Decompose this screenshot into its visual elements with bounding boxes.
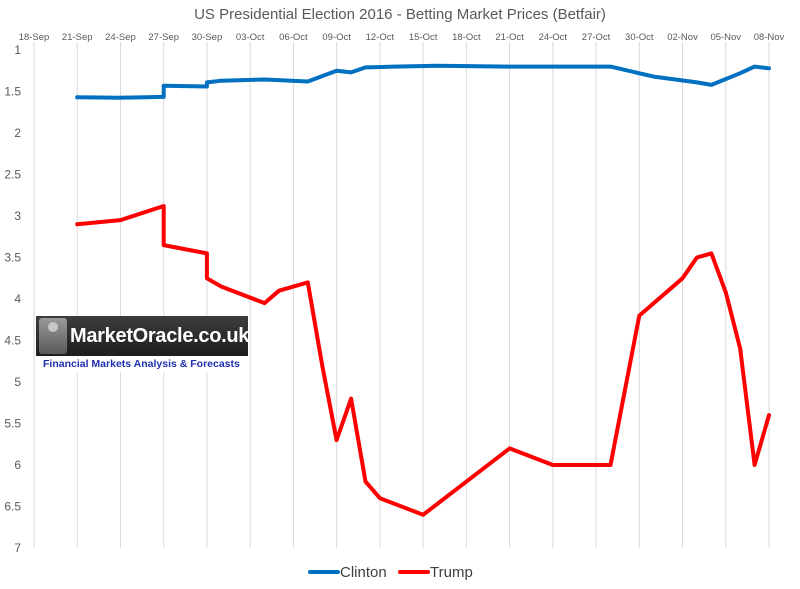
y-axis-tick-labels: 1 1.5 2 2.5 3 3.5 4 4.5 5 5.5 6 6.5 7 (4, 43, 21, 555)
logo-banner (36, 316, 248, 356)
y-tick-label: 1 (14, 43, 21, 57)
x-tick-label: 27-Sep (148, 32, 179, 43)
logo-tagline: Financial Markets Analysis & Forecasts (43, 358, 240, 370)
y-tick-label: 5.5 (4, 417, 21, 431)
y-tick-label: 3 (14, 209, 21, 223)
x-tick-label: 12-Oct (366, 32, 395, 43)
thinker-statue-icon (39, 318, 67, 354)
legend-label-trump: Trump (430, 564, 473, 581)
y-tick-label: 1.5 (4, 85, 21, 99)
series-lines (75, 63, 771, 517)
y-tick-label: 4.5 (4, 334, 21, 348)
y-tick-label: 5 (14, 375, 21, 389)
x-tick-label: 24-Sep (105, 32, 136, 43)
x-tick-label: 30-Oct (625, 32, 654, 43)
y-tick-label: 4 (14, 292, 21, 306)
y-tick-label: 7 (14, 541, 21, 555)
x-tick-label: 09-Oct (322, 32, 351, 43)
series-line-clinton (75, 63, 771, 100)
y-tick-label: 3.5 (4, 251, 21, 265)
x-tick-label: 21-Oct (495, 32, 524, 43)
x-axis-tick-labels: 18-Sep 21-Sep 24-Sep 27-Sep 30-Sep 03-Oct 06-O… (19, 32, 785, 43)
x-tick-label: 05-Nov (710, 32, 741, 43)
y-tick-label: 2.5 (4, 168, 21, 182)
y-tick-label: 6.5 (4, 500, 21, 514)
marketoracle-watermark-logo: MarketOracle.co.uk Financial Markets Ana… (36, 316, 250, 374)
x-tick-label: 21-Sep (62, 32, 93, 43)
x-tick-label: 03-Oct (236, 32, 265, 43)
x-tick-label: 06-Oct (279, 32, 308, 43)
x-tick-label: 24-Oct (539, 32, 568, 43)
x-tick-label: 18-Oct (452, 32, 481, 43)
logo-name: MarketOracle.co.uk (70, 325, 250, 347)
x-tick-label: 30-Sep (192, 32, 223, 43)
x-tick-label: 18-Sep (19, 32, 50, 43)
series-line-trump (75, 204, 771, 517)
legend-label-clinton: Clinton (340, 564, 387, 581)
y-tick-label: 6 (14, 458, 21, 472)
x-tick-label: 15-Oct (409, 32, 438, 43)
gridlines (33, 42, 770, 548)
x-tick-label: 27-Oct (582, 32, 611, 43)
x-tick-label: 02-Nov (667, 32, 698, 43)
x-tick-label: 08-Nov (754, 32, 785, 43)
legend: Clinton Trump (308, 564, 473, 581)
logo-tagline-strip (36, 356, 248, 372)
chart-title: US Presidential Election 2016 - Betting … (194, 6, 606, 23)
y-tick-label: 2 (14, 126, 21, 140)
